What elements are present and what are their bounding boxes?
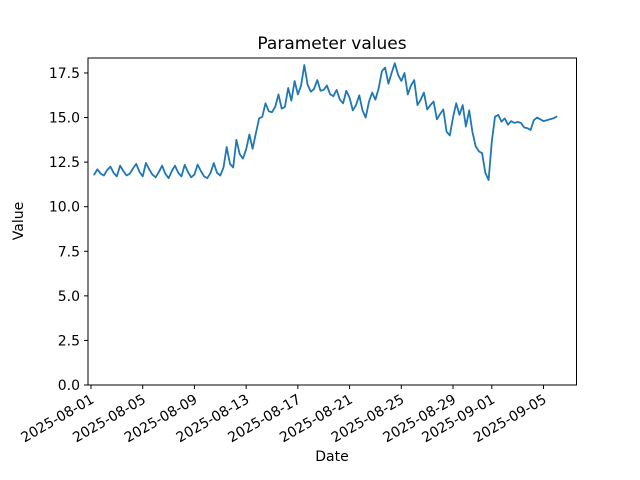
x-axis-label: Date <box>315 449 348 465</box>
axes-frame <box>87 57 577 386</box>
y-tick-label: 2.5 <box>58 333 80 349</box>
y-tick-label: 10.0 <box>49 200 80 216</box>
plot-area: 2025-08-012025-08-052025-08-092025-08-13… <box>19 57 577 446</box>
chart-title: Parameter values <box>257 34 406 54</box>
y-axis-label: Value <box>11 202 27 240</box>
y-tick-label: 5.0 <box>58 289 80 305</box>
y-tick-label: 17.5 <box>49 66 80 82</box>
y-tick-label: 15.0 <box>49 111 80 127</box>
data-line-series <box>93 62 558 181</box>
y-tick-label: 0.0 <box>58 378 80 394</box>
y-tick-label: 12.5 <box>49 155 80 171</box>
y-tick-label: 7.5 <box>58 244 80 260</box>
